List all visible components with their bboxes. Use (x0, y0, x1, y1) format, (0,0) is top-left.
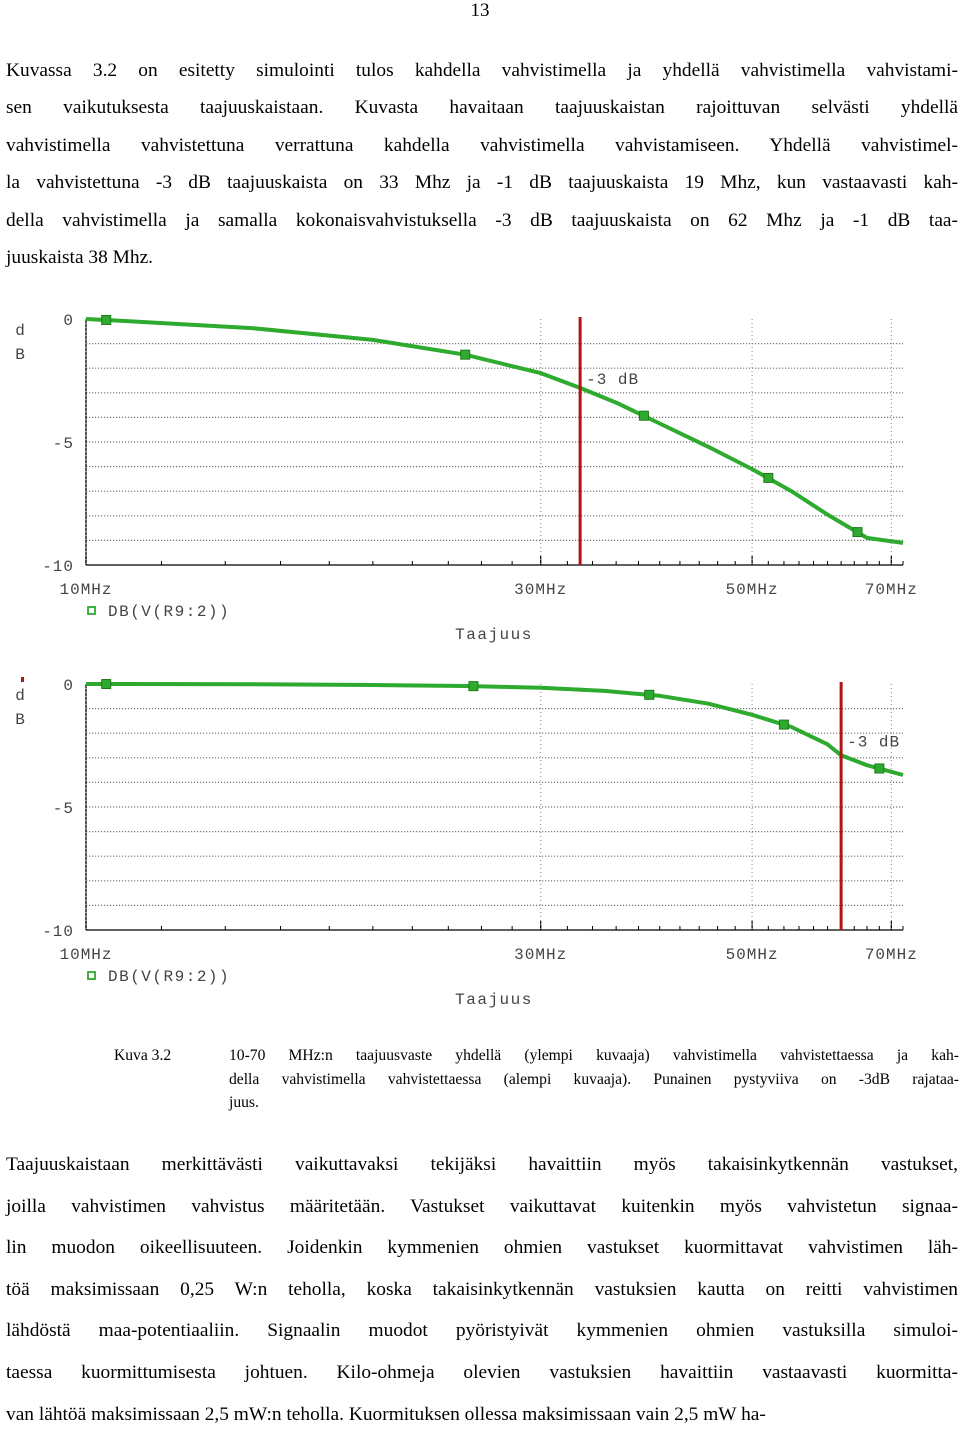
y-axis-label-char: d (15, 322, 25, 340)
legend: DB(V(R9:2)) (87, 968, 230, 986)
caption-text: 10-70 MHz:n taajuusvaste yhdellä (ylempi… (229, 1044, 959, 1115)
paragraph-line: lähdöstä maa-potentiaaliin. Signaalin mu… (6, 1320, 958, 1342)
legend-marker (87, 606, 96, 615)
x-tick-label: 50MHz (726, 581, 779, 599)
caption-line: juus. (229, 1094, 259, 1111)
y-axis-label-char: d (15, 687, 25, 705)
annotation-label: -3 dB (586, 371, 639, 389)
series-marker (644, 689, 655, 700)
y-axis-label: dB (15, 322, 25, 364)
series-marker (638, 410, 649, 421)
x-tick-label: 50MHz (726, 946, 779, 964)
series-marker (101, 679, 112, 690)
x-tick-label: 10MHz (59, 581, 112, 599)
paragraph-line: della vahvistimella ja samalla kokonaisv… (6, 209, 958, 231)
caption-line: della vahvistimella vahvistettaessa (ale… (229, 1070, 959, 1088)
series-line (85, 317, 904, 545)
y-axis-label: dB (15, 687, 25, 729)
series-marker (852, 527, 863, 538)
y-tick-label: -10 (42, 923, 74, 941)
y-axis-label-char: B (15, 346, 25, 364)
legend-label: DB(V(R9:2)) (108, 968, 230, 986)
page-number: 13 (470, 0, 490, 21)
grid-lines (86, 342, 903, 541)
paragraph-line: van lähtöä maksimissaan 2,5 mW:n teholla… (6, 1403, 766, 1425)
x-tick-label: 30MHz (514, 581, 567, 599)
series-marker (101, 314, 112, 325)
legend-marker (87, 971, 96, 980)
paragraph-line: la vahvistettuna -3 dB taajuuskaista on … (6, 172, 958, 194)
series-line (85, 682, 904, 777)
series-marker (468, 681, 479, 692)
paragraph-line: vahvistimella vahvistettuna verrattuna k… (6, 134, 958, 156)
y-axis-label-char: B (15, 711, 25, 729)
y-tick-label: 0 (63, 677, 74, 695)
series-marker (763, 472, 774, 483)
y-tick-label: -5 (53, 435, 74, 453)
series-marker (778, 719, 789, 730)
x-tick-label: 10MHz (59, 946, 112, 964)
red-mark (21, 677, 24, 682)
chart-two-amplifiers: 10MHz 30MHz 50MHz 70MHz 0 -5 -10 dB Taajuus -3 dB… (15, 677, 918, 1009)
grid-lines (86, 707, 903, 906)
body-paragraph: Taajuuskaistaan merkittävästi vaikuttava… (6, 1144, 958, 1435)
x-tick-label: 70MHz (865, 581, 918, 599)
paragraph-line: Kuvassa 3.2 on esitetty simulointi tulos… (6, 60, 958, 81)
y-tick-label: 0 (63, 312, 74, 330)
paragraph-line: sen vaikutuksesta taajuuskaistaan. Kuvas… (6, 97, 958, 119)
chart-single-amplifier: 10MHz 30MHz 50MHz 70MHz 0 -5 -10 dB Taajuus -3 dB… (15, 312, 918, 644)
series-marker (874, 763, 885, 774)
intro-paragraph: Kuvassa 3.2 on esitetty simulointi tulos… (6, 52, 958, 276)
paragraph-line: taessa kuormittumisesta johtuen. Kilo-oh… (6, 1361, 958, 1383)
y-tick-label: -10 (42, 558, 74, 576)
x-axis-label: Taajuus (455, 626, 533, 644)
paragraph-line: Taajuuskaistaan merkittävästi vaikuttava… (6, 1154, 958, 1175)
paragraph-line: juuskaista 38 Mhz. (6, 247, 154, 269)
paragraph-line: joilla vahvistimen vahvistus määritetään… (6, 1195, 958, 1217)
x-tick-label: 30MHz (514, 946, 567, 964)
caption-label: Kuva 3.2 (114, 1047, 172, 1064)
paragraph-line: lin muodon oikeellisuuteen. Joidenkin ky… (6, 1237, 958, 1259)
legend-label: DB(V(R9:2)) (108, 603, 230, 621)
paragraph-line: töä maksimissaan 0,25 W:n teholla, koska… (6, 1278, 958, 1300)
series-marker (460, 349, 471, 360)
y-tick-label: -5 (53, 800, 74, 818)
legend: DB(V(R9:2)) (87, 603, 230, 621)
x-axis-label: Taajuus (455, 991, 533, 1009)
caption-line: 10-70 MHz:n taajuusvaste yhdellä (ylempi… (229, 1047, 959, 1064)
x-tick-label: 70MHz (865, 946, 918, 964)
annotation-label: -3 dB (847, 734, 900, 752)
